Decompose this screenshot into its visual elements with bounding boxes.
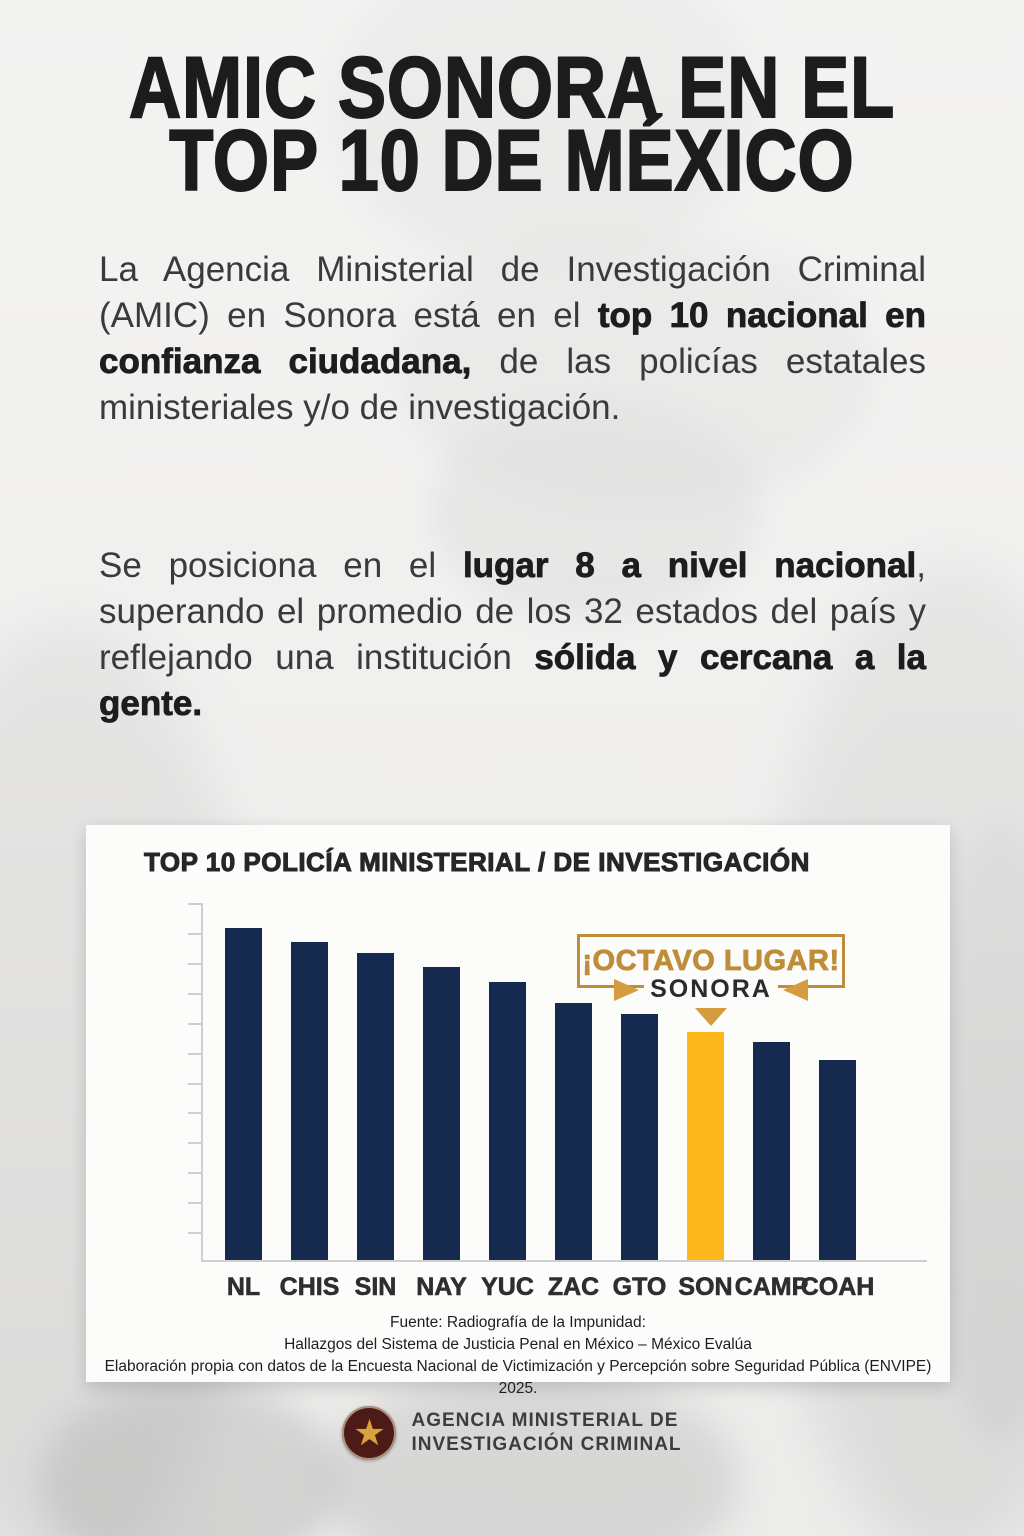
x-label-coah: COAH xyxy=(800,1273,875,1302)
bar-sin xyxy=(357,952,394,1260)
bar-coah xyxy=(819,1060,856,1260)
source-note: Fuente: Radiografía de la Impunidad: Hal… xyxy=(86,1312,950,1400)
source-line-3: Elaboración propia con datos de la Encue… xyxy=(104,1358,932,1397)
y-axis-tick xyxy=(188,1082,201,1085)
y-axis-tick xyxy=(188,1172,201,1175)
ranking-text-run: , superando el promedio de los 32 estado… xyxy=(99,546,926,677)
footer-org-name: AGENCIA MINISTERIAL DE INVESTIGACIÓN CRI… xyxy=(411,1409,681,1457)
bars-group xyxy=(203,903,927,1260)
y-axis-tick xyxy=(188,1232,201,1235)
source-line-2: Hallazgos del Sistema de Justicia Penal … xyxy=(284,1336,752,1353)
arrow-left-icon xyxy=(782,978,808,1001)
bar-yuc xyxy=(489,981,526,1260)
x-label-nay: NAY xyxy=(416,1273,467,1302)
x-label-zac: ZAC xyxy=(547,1273,600,1302)
arrow-down-icon xyxy=(695,1008,727,1026)
x-label-gto: GTO xyxy=(612,1273,667,1302)
x-label-yuc: YUC xyxy=(481,1273,534,1302)
x-label-nl: NL xyxy=(226,1273,261,1302)
ranking-text-bold: sólida y cercana a la gente. xyxy=(99,638,927,724)
intro-text-run: de las policías estatales ministeriales … xyxy=(99,342,927,427)
rank-badge: ¡OCTAVO LUGAR! SONORA xyxy=(577,934,845,1026)
bar-camp xyxy=(753,1042,790,1260)
amic-logo-badge: ★ xyxy=(342,1406,397,1460)
y-axis-tick xyxy=(188,992,201,995)
x-label-chis: CHIS xyxy=(279,1273,340,1302)
bar-nay xyxy=(423,967,460,1260)
bar-gto xyxy=(621,1013,658,1260)
ranking-paragraph: Se posiciona en el lugar 8 a nivel nacio… xyxy=(99,543,927,727)
ranking-text-bold: lugar 8 a nivel nacional xyxy=(462,546,917,586)
title-line-2: TOP 10 DE MÉXICO xyxy=(169,113,855,209)
y-axis-tick xyxy=(188,932,201,935)
chart-card: TOP 10 POLICÍA MINISTERIAL / DE INVESTIG… xyxy=(86,825,950,1397)
y-axis-tick xyxy=(188,1112,201,1115)
page-title: AMIC SONORA EN EL TOP 10 DE MÉXICO xyxy=(0,40,1024,209)
chart-title: TOP 10 POLICÍA MINISTERIAL / DE INVESTIG… xyxy=(144,847,810,878)
intro-text-run: La Agencia Ministerial de Investigación … xyxy=(99,250,926,335)
y-axis-tick xyxy=(188,1052,201,1055)
footer: ★ AGENCIA MINISTERIAL DE INVESTIGACIÓN C… xyxy=(0,1406,1024,1460)
bar-zac xyxy=(555,1002,592,1260)
bar-chis xyxy=(291,942,328,1260)
y-axis-tick xyxy=(188,1142,201,1145)
x-label-sin: SIN xyxy=(354,1273,397,1302)
footer-org-line2: INVESTIGACIÓN CRIMINAL xyxy=(411,1434,682,1455)
bar-chart-plot: ¡OCTAVO LUGAR! SONORA xyxy=(188,903,927,1262)
y-axis-tick xyxy=(188,1202,201,1205)
bar-nl xyxy=(225,928,262,1260)
bar-son xyxy=(687,1031,724,1260)
intro-paragraph: La Agencia Ministerial de Investigación … xyxy=(99,247,927,431)
rank-badge-pointer-row: SONORA xyxy=(577,975,845,1004)
footer-org-line1: AGENCIA MINISTERIAL DE xyxy=(411,1410,679,1431)
source-line-1: Fuente: Radiografía de la Impunidad: xyxy=(390,1314,646,1331)
x-label-camp: CAMP xyxy=(734,1273,809,1302)
star-icon: ★ xyxy=(353,1412,386,1453)
title-line-1: AMIC SONORA EN EL xyxy=(128,40,896,136)
x-label-son: SON xyxy=(678,1273,733,1302)
arrow-right-icon xyxy=(614,978,640,1001)
intro-text-bold: top 10 nacional en confianza ciudadana, xyxy=(99,296,927,382)
y-axis-tick xyxy=(188,903,201,905)
rank-badge-state-label: SONORA xyxy=(644,975,778,1004)
rank-badge-headline: ¡OCTAVO LUGAR! xyxy=(582,944,840,977)
x-axis-labels: NL CHIS SIN NAY YUC ZAC GTO SON CAMP COAH xyxy=(225,1273,875,1302)
y-axis-tick xyxy=(188,962,201,965)
y-axis-tick xyxy=(188,1022,201,1025)
ranking-text-run: Se posiciona en el xyxy=(99,546,463,585)
